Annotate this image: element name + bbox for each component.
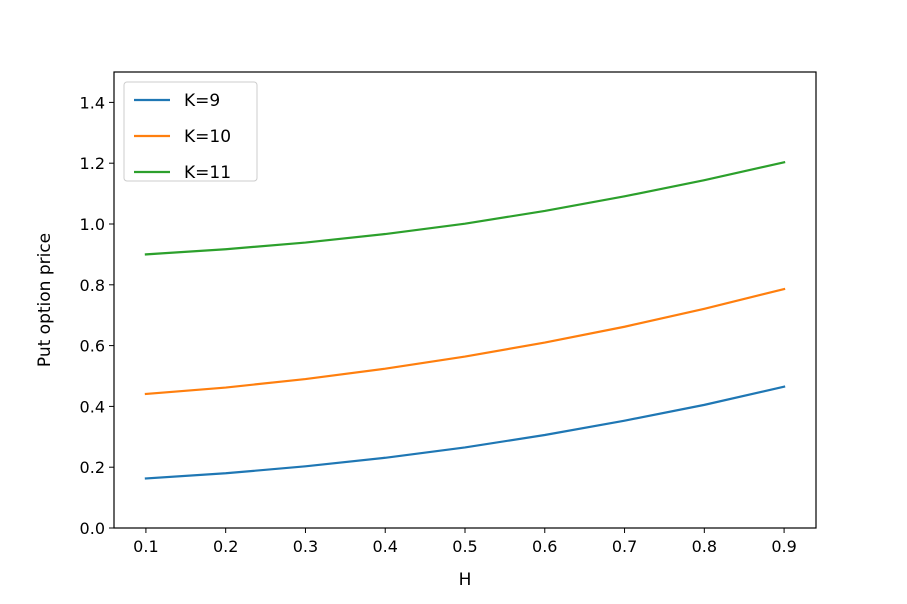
x-tick-label: 0.3 — [293, 537, 318, 556]
x-tick-label: 0.5 — [452, 537, 477, 556]
series-line-3 — [144, 160, 786, 256]
x-axis-title: H — [459, 570, 472, 590]
y-tick-label: 0.8 — [80, 276, 105, 295]
x-axis-ticks: 0.1 0.2 0.3 0.4 0.5 0.6 0.7 0.8 0.9 — [133, 528, 797, 556]
plot-frame — [113, 71, 817, 529]
series-layer — [144, 160, 786, 480]
y-tick-label: 1.0 — [80, 215, 105, 234]
x-tick-label: 0.1 — [133, 537, 158, 556]
y-axis-title: Put option price — [35, 233, 55, 367]
legend-box — [123, 81, 258, 182]
series-line-1 — [144, 385, 786, 480]
legend-label: K=10 — [184, 127, 231, 147]
y-tick-label: 0.6 — [80, 337, 105, 356]
y-tick-label: 1.4 — [80, 93, 105, 112]
legend: K=9 K=10 K=11 — [123, 81, 258, 183]
x-tick-label: 0.2 — [213, 537, 238, 556]
legend-label: K=9 — [184, 91, 220, 111]
y-tick-label: 0.2 — [80, 458, 105, 477]
y-tick-label: 1.2 — [80, 154, 105, 173]
legend-label: K=11 — [184, 163, 231, 183]
x-tick-label: 0.4 — [373, 537, 398, 556]
x-tick-label: 0.9 — [771, 537, 796, 556]
y-tick-label: 0.4 — [80, 397, 105, 416]
y-tick-label: 0.0 — [80, 519, 105, 538]
series-line-2 — [144, 287, 786, 396]
x-tick-label: 0.7 — [612, 537, 637, 556]
x-tick-label: 0.6 — [532, 537, 557, 556]
x-tick-label: 0.8 — [692, 537, 717, 556]
y-axis-ticks: 0.0 0.2 0.4 0.6 0.8 1.0 1.2 1.4 — [80, 93, 114, 538]
